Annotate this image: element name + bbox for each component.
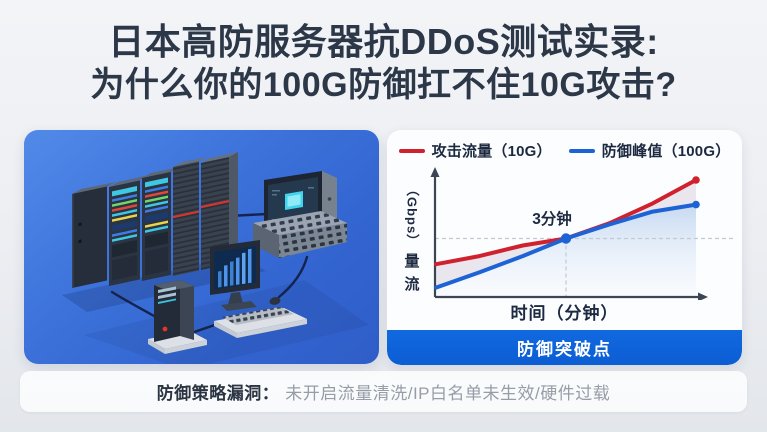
line-chart: 3分钟	[430, 167, 735, 300]
legend-label: 防御峰值（100G）	[601, 143, 731, 160]
server-rack-icon	[173, 157, 208, 276]
title-line-2: 为什么你的100G防御扛不住10G攻击?	[90, 66, 677, 105]
server-room-illustration	[62, 152, 369, 364]
tower-pc-icon	[148, 280, 207, 354]
y-axis-label: （Gbps） 量 流	[404, 183, 420, 294]
crossover-point	[560, 233, 572, 244]
x-axis-arrow	[698, 292, 708, 300]
mouse-icon	[269, 297, 281, 305]
server-rack-row	[72, 152, 238, 288]
vulnerability-footer: 防御策略漏洞： 未开启流量清洗/IP白名单未生效/硬件过载	[20, 371, 747, 412]
defense-area-fill	[436, 204, 696, 297]
server-rack-icon	[109, 175, 149, 286]
x-axis-label: 时间（分钟）	[510, 304, 619, 323]
chart-axes	[433, 175, 699, 299]
desktop-computer-icon	[210, 240, 307, 338]
server-rack-icon	[201, 152, 238, 270]
keyboard-icon	[222, 307, 294, 325]
console-station-icon	[253, 171, 347, 258]
footer-label: 防御策略漏洞：	[156, 384, 280, 403]
breach-point-banner: 防御突破点	[387, 330, 742, 365]
attack-line-swatch	[398, 148, 425, 153]
attack-line-endpoint	[692, 176, 700, 184]
y-axis-unit: （Gbps）	[404, 183, 420, 249]
defense-line-endpoint	[692, 200, 700, 209]
legend-item-attack: 攻击流量（10G）	[398, 140, 552, 161]
defense-line-swatch	[568, 148, 595, 153]
server-rack-icon	[72, 182, 116, 288]
page-title: 日本高防服务器抗DDoS测试实录: 为什么你的100G防御扛不住10G攻击?	[0, 0, 767, 105]
legend-label: 攻击流量（10G）	[431, 143, 552, 160]
server-illustration-panel	[24, 130, 379, 364]
ddos-chart-panel: 攻击流量（10G） 防御峰值（100G） （Gbps） 量 流	[387, 130, 742, 365]
server-rack-icon	[142, 167, 180, 281]
title-line-1: 日本高防服务器抗DDoS测试实录:	[108, 21, 659, 62]
chart-legend: 攻击流量（10G） 防御峰值（100G）	[387, 140, 742, 161]
between-lines-fill	[436, 180, 696, 288]
legend-item-defense: 防御峰值（100G）	[568, 140, 731, 161]
crossover-annotation: 3分钟	[532, 209, 572, 228]
y-axis-arrow	[430, 167, 440, 177]
screen-bar-chart-icon	[218, 248, 252, 288]
footer-text: 未开启流量清洗/IP白名单未生效/硬件过载	[285, 384, 611, 403]
